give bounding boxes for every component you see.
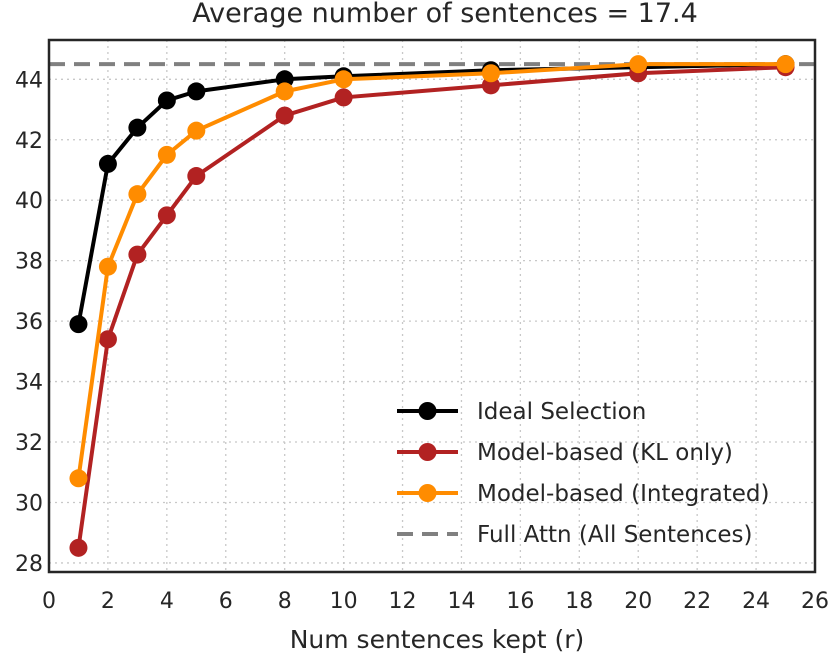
x-tick-label-22: 22 [683, 589, 711, 614]
x-tick-label-4: 4 [160, 589, 174, 614]
point-model-based-integrated-20 [629, 55, 648, 74]
series-model-based-integrated [69, 55, 795, 488]
point-ideal-selection-5 [187, 82, 206, 101]
series-line-model-based-integrated [76, 62, 786, 479]
point-ideal-selection-1 [69, 315, 88, 334]
x-tick-label-16: 16 [506, 589, 534, 614]
series-ideal-selection [69, 55, 795, 334]
point-model-based-integrated-4 [157, 145, 176, 164]
legend-marker-model-based-integrated [418, 484, 437, 502]
y-tick-label-36: 36 [15, 310, 43, 335]
legend-item-model-based-integrated: Model-based (Integrated) [397, 481, 770, 507]
plot-frame [47, 38, 817, 574]
y-tick-label-30: 30 [15, 491, 43, 516]
point-model-based-integrated-3 [128, 185, 147, 204]
legend-label-full-attn-all-sentences: Full Attn (All Sentences) [477, 522, 753, 548]
point-model-based-kl-only-8 [275, 106, 294, 125]
point-model-based-integrated-15 [481, 64, 500, 83]
y-tick-label-38: 38 [15, 250, 43, 275]
point-model-based-kl-only-4 [157, 206, 176, 225]
series-line-model-based-kl-only [76, 65, 786, 549]
point-model-based-integrated-1 [69, 469, 88, 488]
x-tick-label-14: 14 [447, 589, 475, 614]
chart-title: Average number of sentences = 17.4 [192, 0, 698, 29]
y-tick-label-40: 40 [15, 189, 43, 214]
x-axis-label: Num sentences kept (r) [290, 625, 585, 654]
point-ideal-selection-2 [98, 154, 117, 173]
series-group [69, 55, 795, 557]
point-model-based-kl-only-2 [98, 330, 117, 349]
y-tick-label-32: 32 [15, 431, 43, 456]
y-tick-label-28: 28 [15, 552, 43, 577]
y-tick-label-42: 42 [15, 129, 43, 154]
point-ideal-selection-3 [128, 118, 147, 137]
legend-marker-model-based-kl-only [418, 443, 437, 461]
x-tick-label-2: 2 [101, 589, 115, 614]
point-model-based-kl-only-10 [334, 88, 353, 107]
legend-item-full-attn-all-sentences: Full Attn (All Sentences) [397, 522, 753, 548]
legend: Ideal Selection Model-based (KL only) Mode… [397, 399, 770, 548]
x-tick-label-20: 20 [624, 589, 652, 614]
legend-label-model-based-integrated: Model-based (Integrated) [477, 481, 770, 507]
point-model-based-kl-only-1 [69, 538, 88, 557]
legend-marker-ideal-selection [418, 402, 437, 420]
x-tick-label-18: 18 [565, 589, 593, 614]
point-model-based-integrated-8 [275, 82, 294, 101]
x-tick-label-24: 24 [742, 589, 770, 614]
y-tick-labels: 28 30 32 34 36 38 40 42 44 [15, 68, 43, 577]
y-tick-label-44: 44 [15, 68, 43, 93]
x-tick-label-10: 10 [330, 589, 358, 614]
point-model-based-kl-only-3 [128, 245, 147, 264]
y-tick-label-34: 34 [15, 371, 43, 396]
point-model-based-kl-only-5 [187, 167, 206, 186]
x-tick-label-6: 6 [219, 589, 233, 614]
point-model-based-integrated-10 [334, 70, 353, 89]
legend-item-ideal-selection: Ideal Selection [397, 399, 646, 425]
legend-label-ideal-selection: Ideal Selection [477, 399, 646, 425]
point-model-based-integrated-2 [98, 257, 117, 276]
x-tick-label-26: 26 [801, 589, 829, 614]
x-tick-label-12: 12 [389, 589, 417, 614]
x-tick-label-8: 8 [278, 589, 292, 614]
point-model-based-integrated-5 [187, 121, 206, 140]
point-model-based-integrated-25 [776, 55, 795, 74]
legend-item-model-based-kl-only: Model-based (KL only) [397, 440, 733, 466]
x-tick-label-0: 0 [42, 589, 56, 614]
point-ideal-selection-4 [157, 91, 176, 110]
legend-label-model-based-kl-only: Model-based (KL only) [477, 440, 733, 466]
x-tick-labels: 0 2 4 6 8 10 12 14 16 18 20 22 24 26 [42, 589, 829, 614]
